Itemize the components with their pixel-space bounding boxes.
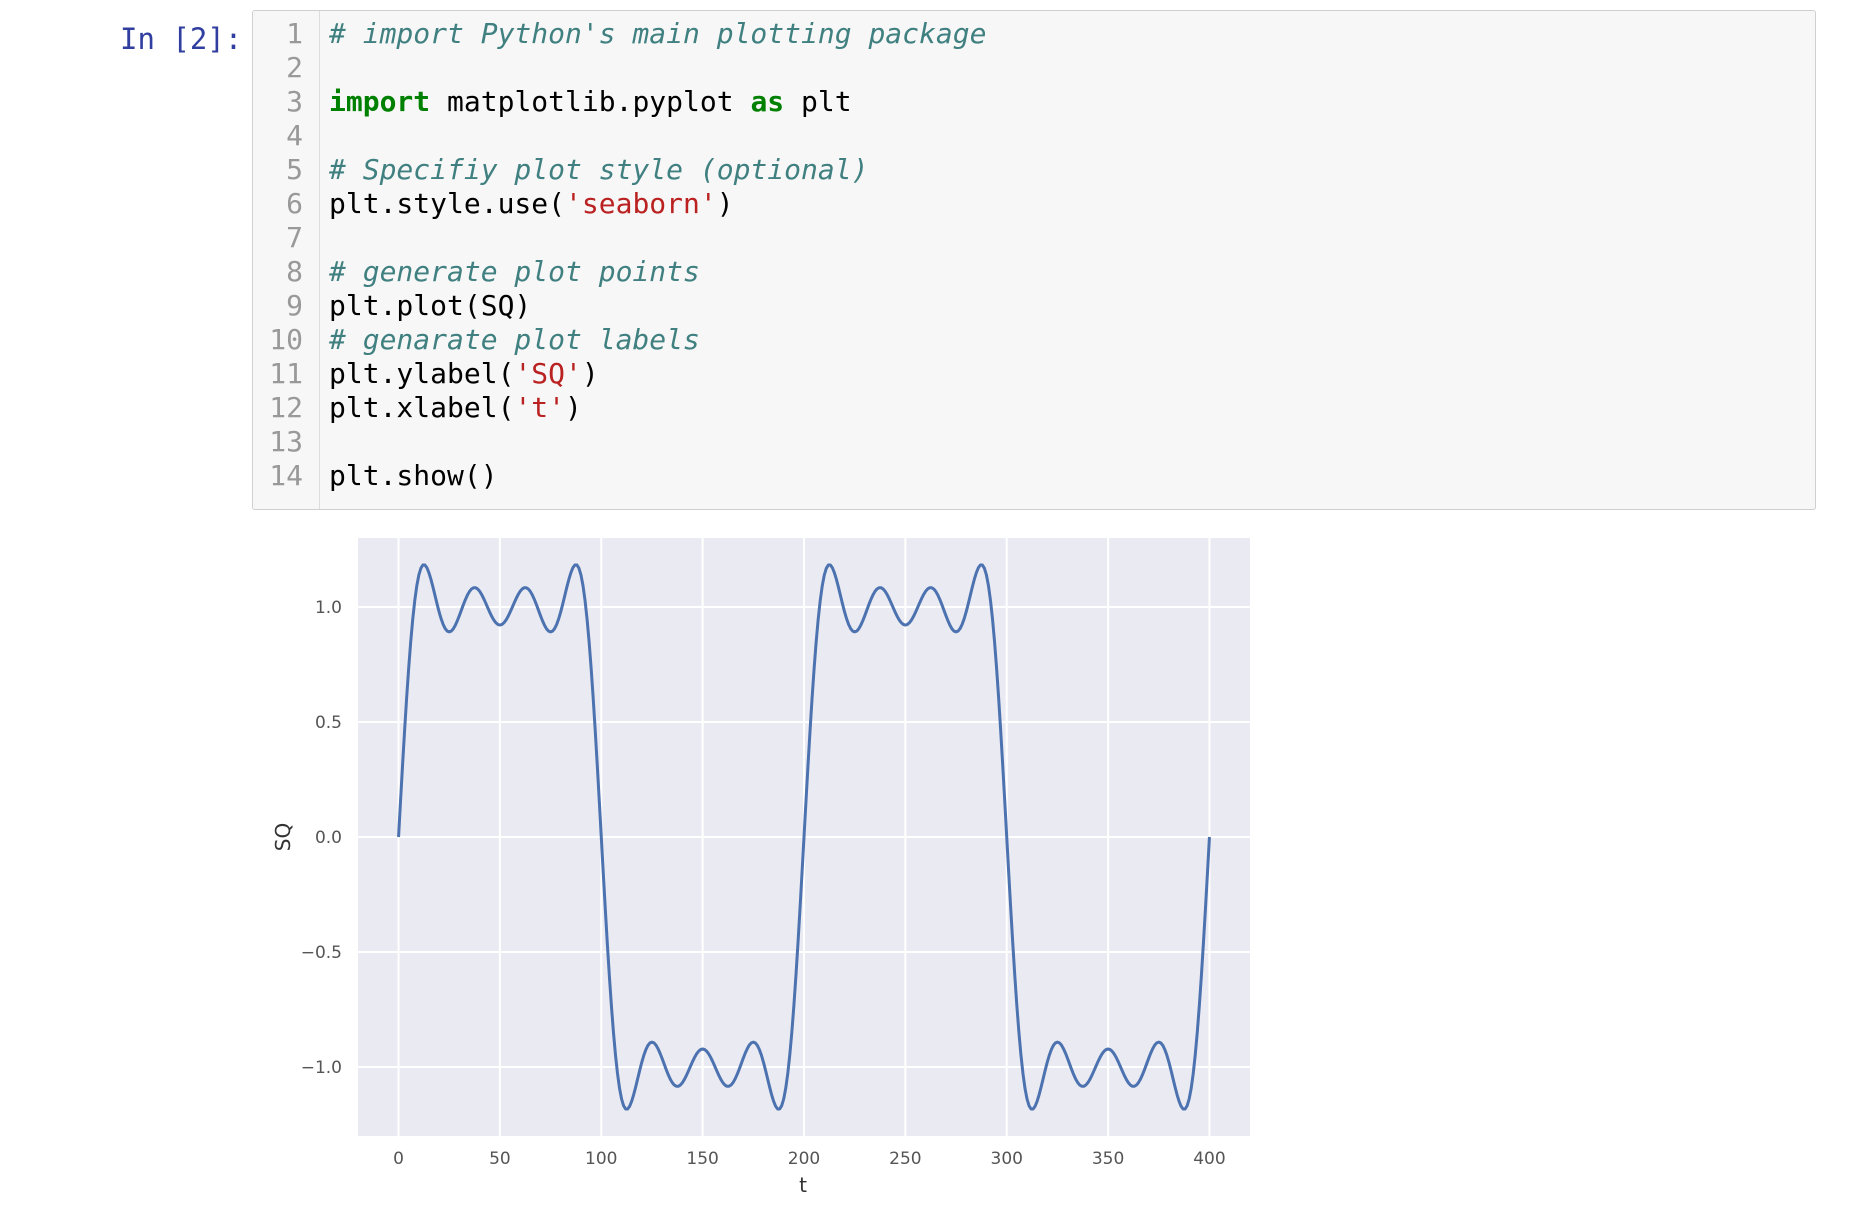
- y-tick-label: 0.5: [315, 713, 342, 733]
- code-token-plain: plt.plot(SQ): [329, 289, 532, 322]
- code-token-plain: ): [581, 357, 599, 390]
- x-tick-label: 100: [585, 1149, 617, 1169]
- x-tick-label: 0: [393, 1149, 404, 1169]
- code-token-keyword: import: [329, 85, 431, 118]
- x-tick-label: 300: [991, 1149, 1023, 1169]
- line-number: 1: [286, 17, 303, 50]
- line-number-gutter: 1 2 3 4 5 6 7 8 9 10 11 12 13 14: [253, 11, 320, 509]
- code-token-string: 'seaborn': [565, 187, 717, 220]
- code-token-string: 'SQ': [514, 357, 582, 390]
- line-number: 8: [286, 255, 303, 288]
- series-line: [397, 563, 1211, 1111]
- code-token-comment: # import Python's main plotting package: [329, 17, 987, 50]
- code-token-plain: ): [716, 187, 734, 220]
- x-tick-label: 350: [1092, 1149, 1124, 1169]
- code-token-comment: # genarate plot labels: [329, 323, 700, 356]
- code-line[interactable]: plt.show(): [329, 459, 498, 493]
- line-number: 4: [286, 119, 303, 152]
- code-token-keyword: as: [750, 85, 785, 118]
- line-number: 2: [286, 51, 303, 84]
- y-tick-label: 0.0: [315, 828, 342, 848]
- code-token-plain: plt: [784, 85, 852, 118]
- y-tick-label: −0.5: [301, 943, 342, 963]
- code-editor[interactable]: 1 2 3 4 5 6 7 8 9 10 11 12 13 14 # import Python's ma…: [252, 10, 1816, 510]
- x-tick-label: 400: [1193, 1149, 1225, 1169]
- input-prompt: In [2]:: [120, 22, 243, 56]
- code-line[interactable]: plt.plot(SQ): [329, 289, 531, 323]
- code-token-plain: plt.xlabel(: [329, 391, 515, 424]
- x-tick-label: 250: [889, 1149, 921, 1169]
- code-token-plain: plt.ylabel(: [329, 357, 515, 390]
- line-number: 11: [269, 357, 303, 390]
- code-line[interactable]: # import Python's main plotting package: [329, 17, 986, 51]
- code-line[interactable]: plt.ylabel('SQ'): [329, 357, 599, 391]
- code-line[interactable]: # genarate plot labels: [329, 323, 700, 357]
- code-token-comment: # generate plot points: [329, 255, 700, 288]
- code-token-string: 't': [514, 391, 566, 424]
- line-number: 7: [286, 221, 303, 254]
- x-tick-label: 150: [686, 1149, 718, 1169]
- x-axis-label: t: [799, 1173, 807, 1197]
- code-token-plain: ): [565, 391, 582, 424]
- code-token-plain: plt.style.use(: [329, 187, 566, 220]
- code-line[interactable]: plt.style.use('seaborn'): [329, 187, 734, 221]
- line-number: 10: [269, 323, 303, 356]
- line-number: 9: [286, 289, 303, 322]
- code-token-comment: # Specifiy plot style (optional): [329, 153, 869, 186]
- y-tick-label: 1.0: [315, 598, 342, 618]
- code-line[interactable]: plt.xlabel('t'): [329, 391, 582, 425]
- line-number: 5: [286, 153, 303, 186]
- cell-output: 0 50 100 150 200 250 300 350 400 −1.0 −0.5 0.0 0.5 1.…: [252, 520, 1352, 1210]
- code-line[interactable]: # Specifiy plot style (optional): [329, 153, 868, 187]
- y-tick-label: −1.0: [301, 1058, 342, 1078]
- line-number: 3: [286, 85, 303, 118]
- code-line[interactable]: import matplotlib.pyplot as plt: [329, 85, 852, 119]
- code-line[interactable]: # generate plot points: [329, 255, 700, 289]
- x-tick-label: 50: [489, 1149, 511, 1169]
- code-token-plain: plt.show(): [329, 459, 498, 492]
- code-token-plain: matplotlib.pyplot: [430, 85, 751, 118]
- line-chart: 0 50 100 150 200 250 300 350 400 −1.0 −0.5 0.0 0.5 1.…: [271, 538, 1250, 1197]
- line-number: 14: [269, 459, 303, 492]
- y-axis-label: SQ: [271, 823, 295, 851]
- x-tick-label: 200: [788, 1149, 820, 1169]
- line-number: 12: [269, 391, 303, 424]
- line-number: 13: [269, 425, 303, 458]
- line-number: 6: [286, 187, 303, 220]
